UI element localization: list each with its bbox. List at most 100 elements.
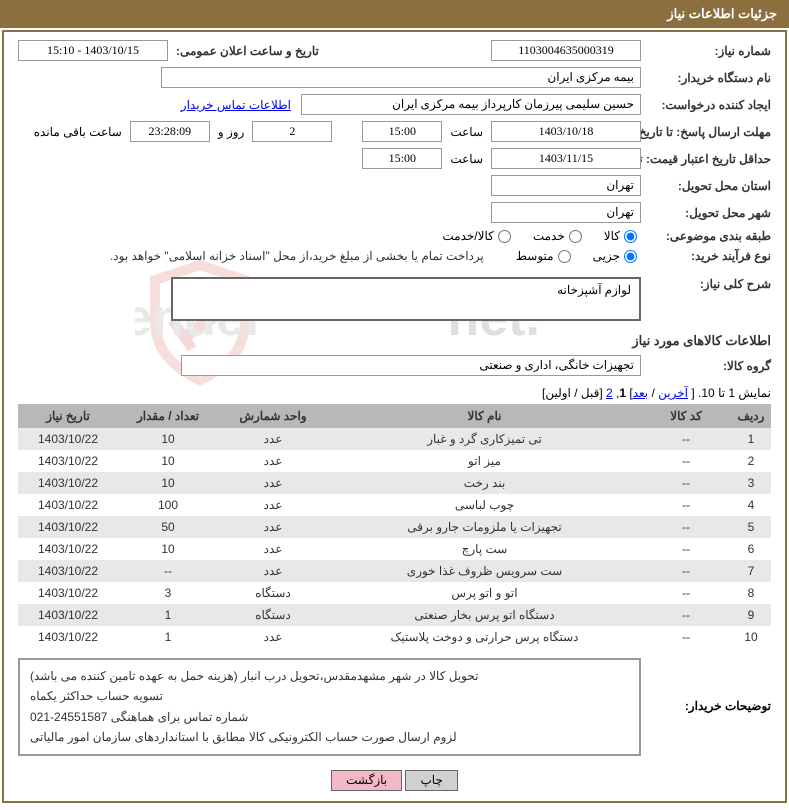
table-cell: 1403/10/22 [18,450,118,472]
table-row: 6--ست پارچعدد101403/10/22 [18,538,771,560]
table-cell: 1 [118,626,218,648]
table-row: 5--تجهیزات یا ملزومات جارو برقیعدد501403… [18,516,771,538]
table-cell: 1403/10/22 [18,516,118,538]
table-cell: 10 [731,626,771,648]
table-cell: -- [641,582,731,604]
table-cell: عدد [218,472,328,494]
pagination-last-link[interactable]: آخرین [658,386,688,400]
category-service-label: خدمت [533,229,565,243]
pagination-next-link[interactable]: بعد [633,386,648,400]
category-both-radio[interactable] [498,230,511,243]
table-cell: عدد [218,538,328,560]
validity-time-field [362,148,442,169]
requester-label: ایجاد کننده درخواست: [641,98,771,112]
countdown-field [130,121,210,142]
goods-table: ردیف کد کالا نام کالا واحد شمارش تعداد /… [18,404,771,648]
table-cell: -- [641,626,731,648]
table-row: 10--دستگاه پرس حرارتی و دوخت پلاستیکعدد1… [18,626,771,648]
table-cell: -- [641,516,731,538]
table-cell: 1403/10/22 [18,538,118,560]
buyer-org-field [161,67,641,88]
category-goods-label: کالا [604,229,620,243]
th-qty: تعداد / مقدار [118,404,218,428]
process-medium-radio[interactable] [558,250,571,263]
table-cell: دستگاه [218,604,328,626]
print-button[interactable]: چاپ [405,770,457,791]
desc-line-2: تسویه حساب حداکثر یکماه [30,686,629,706]
table-cell: 1 [731,428,771,450]
process-medium-label: متوسط [516,249,554,263]
table-cell: اتو و اتو پرس [328,582,641,604]
table-cell: 1403/10/22 [18,472,118,494]
table-cell: -- [641,604,731,626]
category-goods-radio[interactable] [624,230,637,243]
table-cell: 1 [118,604,218,626]
table-cell: 10 [118,472,218,494]
process-small-label: جزیی [593,249,620,263]
table-cell: -- [641,538,731,560]
th-date: تاریخ نیاز [18,404,118,428]
table-cell: عدد [218,626,328,648]
page-header: جزئیات اطلاعات نیاز [0,0,789,28]
validity-date-field [491,148,641,169]
table-cell: 1403/10/22 [18,494,118,516]
table-cell: عدد [218,428,328,450]
table-cell: -- [118,560,218,582]
table-cell: 3 [731,472,771,494]
days-left-field [252,121,332,142]
process-label: نوع فرآیند خرید: [641,249,771,263]
table-cell: دستگاه [218,582,328,604]
deadline-time-field [362,121,442,142]
table-cell: عدد [218,560,328,582]
table-row: 2--میز اتوعدد101403/10/22 [18,450,771,472]
remaining-label: ساعت باقی مانده [26,125,130,139]
time-label-1: ساعت [442,125,491,139]
table-cell: 8 [731,582,771,604]
table-cell: عدد [218,494,328,516]
table-row: 9--دستگاه اتو پرس بخار صنعتیدستگاه11403/… [18,604,771,626]
table-cell: عدد [218,516,328,538]
overall-label: شرح کلی نیاز: [641,277,771,291]
deadline-label: مهلت ارسال پاسخ: تا تاریخ: [641,125,771,139]
main-panel: شماره نیاز: تاریخ و ساعت اعلان عمومی: نا… [2,30,787,803]
pagination: نمایش 1 تا 10. [ آخرین / بعد] 1, 2 [قبل … [18,386,771,400]
table-cell: 1403/10/22 [18,560,118,582]
days-and-label: روز و [210,125,253,139]
table-cell: تجهیزات یا ملزومات جارو برقی [328,516,641,538]
goods-section-title: اطلاعات کالاهای مورد نیاز [18,333,771,349]
th-unit: واحد شمارش [218,404,328,428]
desc-line-4: لزوم ارسال صورت حساب الکترونیکی کالا مطا… [30,727,629,747]
city-label: شهر محل تحویل: [641,206,771,220]
need-number-label: شماره نیاز: [641,44,771,58]
desc-line-3: شماره تماس برای هماهنگی 24551587-021 [30,707,629,727]
announce-label: تاریخ و ساعت اعلان عمومی: [168,44,319,58]
table-cell: -- [641,560,731,582]
pagination-rest: [قبل / اولین] [542,386,606,400]
table-cell: 9 [731,604,771,626]
table-cell: -- [641,472,731,494]
table-row: 4--چوب لباسیعدد1001403/10/22 [18,494,771,516]
table-cell: چوب لباسی [328,494,641,516]
buyer-contact-link[interactable]: اطلاعات تماس خریدار [181,98,301,112]
table-cell: 6 [731,538,771,560]
table-row: 8--اتو و اتو پرسدستگاه31403/10/22 [18,582,771,604]
th-code: کد کالا [641,404,731,428]
process-small-radio[interactable] [624,250,637,263]
announce-field [18,40,168,61]
time-label-2: ساعت [442,152,491,166]
table-cell: -- [641,450,731,472]
goods-group-field [181,355,641,376]
table-cell: 1403/10/22 [18,582,118,604]
pagination-page-2[interactable]: 2 [606,386,613,400]
table-cell: -- [641,428,731,450]
overall-need-textarea[interactable] [171,277,641,321]
table-cell: دستگاه اتو پرس بخار صنعتی [328,604,641,626]
buyer-desc-box: تحویل کالا در شهر مشهدمقدس،تحویل درب انب… [18,658,641,756]
table-cell: دستگاه پرس حرارتی و دوخت پلاستیک [328,626,641,648]
province-label: استان محل تحویل: [641,179,771,193]
table-cell: 2 [731,450,771,472]
table-cell: 50 [118,516,218,538]
category-label: طبقه بندی موضوعی: [641,229,771,243]
back-button[interactable]: بازگشت [331,770,402,791]
category-service-radio[interactable] [569,230,582,243]
